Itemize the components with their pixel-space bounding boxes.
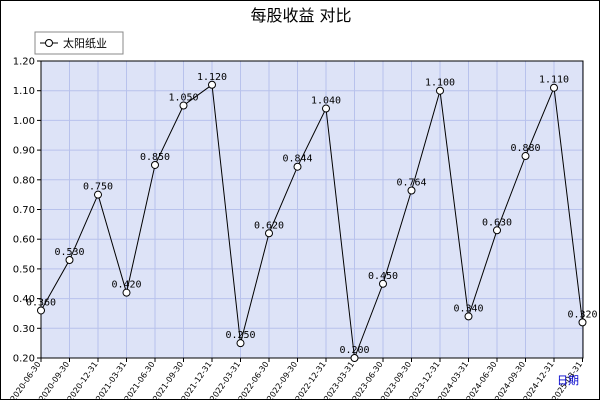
x-tick-label: 2020-09-30 — [37, 360, 71, 399]
data-label: 0.420 — [111, 280, 141, 291]
legend-label: 太阳纸业 — [63, 37, 107, 50]
legend-box — [34, 31, 124, 55]
data-point — [379, 279, 387, 288]
data-point — [179, 101, 188, 110]
data-point — [521, 152, 530, 161]
data-label: 0.850 — [140, 152, 170, 163]
data-label: 0.880 — [510, 143, 540, 154]
data-point — [578, 318, 587, 327]
data-point — [464, 312, 473, 321]
data-point — [407, 186, 416, 195]
data-label: 0.450 — [368, 271, 398, 282]
data-label: 0.750 — [83, 182, 113, 193]
x-tick-label: 2024-03-31 — [436, 360, 470, 399]
y-tick-label: 1.20 — [13, 57, 35, 68]
data-label: 0.630 — [482, 217, 512, 228]
x-tick-label: 2023-06-30 — [351, 360, 385, 399]
x-axis: 2020-06-302020-09-302020-12-312021-03-31… — [9, 358, 584, 399]
y-tick-label: 0.20 — [13, 354, 35, 365]
x-tick-label: 2020-06-30 — [9, 360, 43, 399]
data-point — [350, 354, 359, 362]
data-point — [208, 80, 216, 89]
x-axis-label: 日期 — [557, 374, 579, 387]
data-point — [436, 86, 444, 95]
data-label: 1.110 — [539, 75, 569, 86]
data-point — [265, 229, 273, 238]
data-label: 0.320 — [567, 309, 597, 320]
y-tick-label: 0.50 — [13, 264, 35, 275]
x-tick-label: 2023-09-30 — [379, 360, 413, 399]
y-tick-label: 0.70 — [13, 205, 35, 216]
data-point — [550, 83, 558, 92]
y-tick-label: 1.10 — [13, 86, 35, 97]
x-tick-label: 2023-12-31 — [408, 360, 442, 399]
x-tick-label: 2022-03-31 — [208, 360, 242, 399]
data-label: 0.844 — [282, 154, 312, 165]
x-tick-label: 2022-06-30 — [237, 360, 271, 399]
data-labels: 0.360 0.530 0.750 0.420 0.850 1.050 1.120 0.250… — [26, 72, 598, 356]
data-point — [94, 190, 102, 199]
x-tick-label: 2022-09-30 — [265, 360, 299, 399]
y-tick-label: 0.60 — [13, 235, 35, 246]
x-tick-label: 2022-12-31 — [294, 360, 328, 399]
data-label: 0.764 — [396, 177, 426, 188]
data-point — [37, 306, 45, 315]
y-tick-label: 0.80 — [13, 175, 35, 186]
x-tick-label: 2024-09-30 — [493, 360, 527, 399]
series-group — [37, 80, 587, 362]
data-label: 1.040 — [311, 96, 341, 107]
data-point — [122, 288, 131, 297]
data-point — [65, 255, 74, 264]
data-point — [151, 160, 159, 169]
data-label: 1.120 — [197, 72, 227, 83]
data-label: 0.620 — [254, 220, 284, 231]
x-tick-label: 2020-12-31 — [66, 360, 100, 399]
y-tick-label: 0.40 — [13, 294, 35, 305]
data-label: 1.100 — [425, 78, 455, 89]
data-point — [236, 339, 245, 348]
x-tick-label: 2021-06-30 — [123, 360, 157, 399]
x-tick-label: 2021-12-31 — [180, 360, 214, 399]
data-point — [322, 104, 330, 113]
legend: 太阳纸业 — [34, 31, 124, 55]
y-tick-label: 0.90 — [13, 146, 35, 157]
data-label: 0.200 — [339, 345, 369, 356]
x-tick-label: 2024-12-31 — [522, 360, 556, 399]
data-label: 0.360 — [26, 297, 56, 308]
chart-title: 每股收益 对比 — [250, 6, 351, 25]
data-label: 1.050 — [168, 93, 198, 104]
x-tick-label: 2024-06-30 — [465, 360, 499, 399]
y-tick-label: 0.30 — [13, 324, 35, 335]
x-tick-label: 2023-03-31 — [322, 360, 356, 399]
x-tick-label: 2021-09-30 — [151, 360, 185, 399]
data-label: 0.340 — [453, 303, 483, 314]
data-point — [293, 162, 302, 171]
y-axis: 0.20 0.30 0.40 0.50 0.60 0.70 0.80 0.90 1.00 1.10… — [13, 57, 41, 365]
series-line — [40, 83, 583, 359]
y-tick-label: 1.00 — [13, 116, 35, 127]
x-tick-label: 2021-03-31 — [94, 360, 128, 399]
data-point — [493, 226, 501, 235]
data-label: 0.250 — [225, 330, 255, 341]
legend-marker-icon — [45, 39, 53, 47]
data-label: 0.530 — [54, 247, 84, 258]
